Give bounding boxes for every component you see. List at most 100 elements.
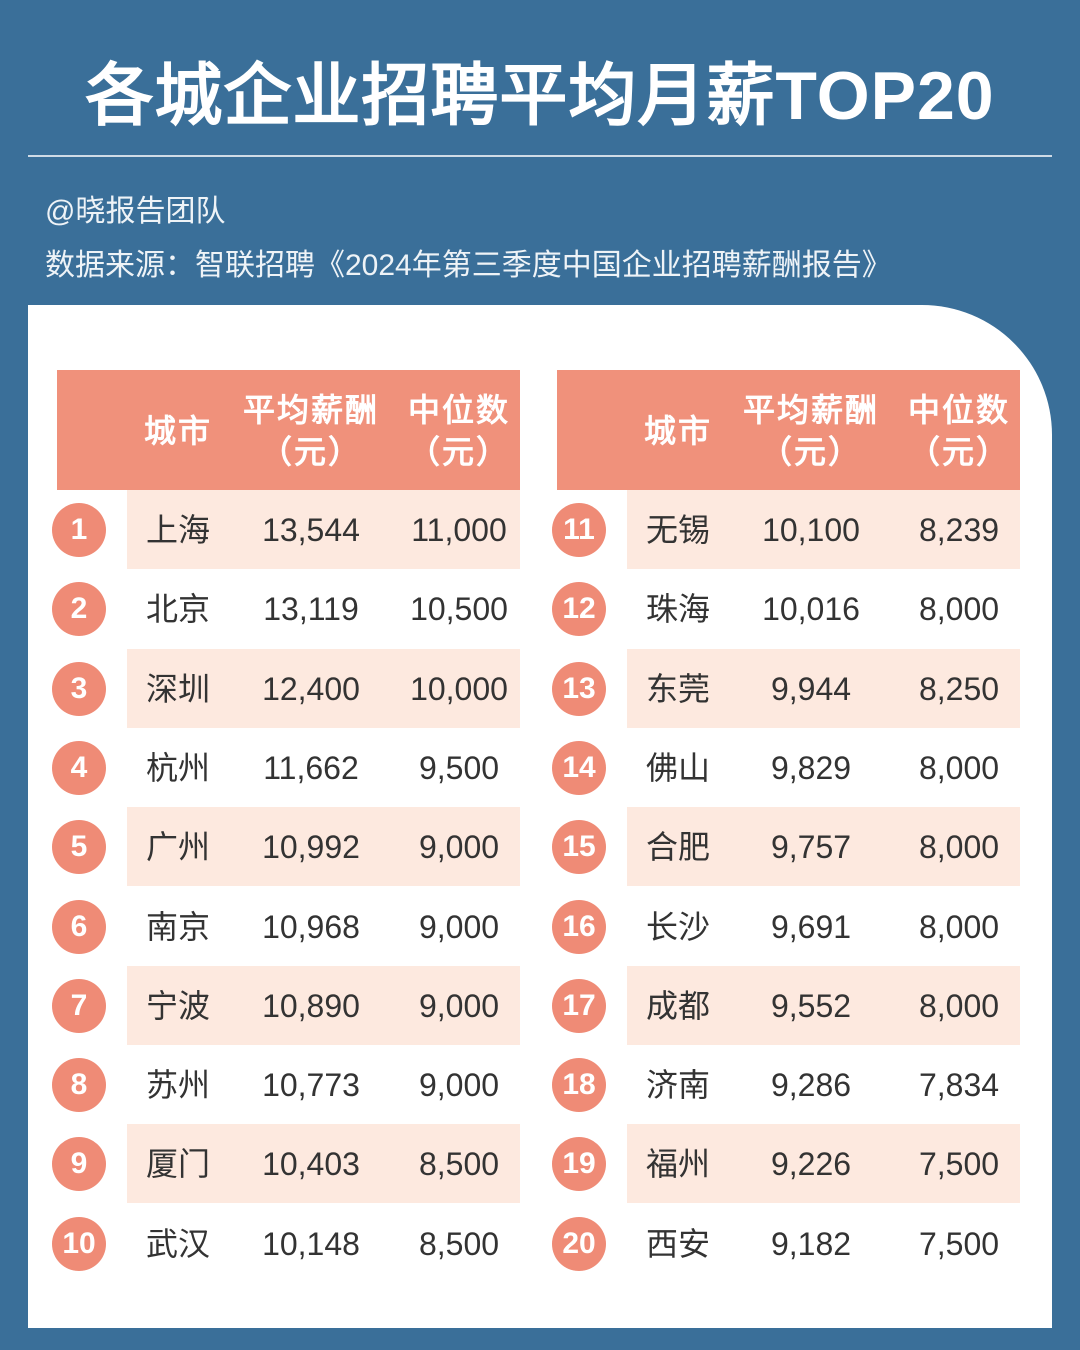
- median-salary: 9,000: [418, 829, 500, 866]
- rank-badge: 6: [52, 899, 106, 954]
- median-salary: 11,000: [411, 512, 507, 548]
- row-stripe: [127, 1124, 520, 1204]
- rank-badge: 12: [552, 582, 606, 637]
- rank-badge: 9: [52, 1137, 106, 1192]
- median-salary: 8,250: [918, 670, 1000, 707]
- average-salary: 9,182: [770, 1225, 852, 1262]
- table-header: [57, 370, 520, 490]
- city: 长沙: [645, 908, 710, 945]
- average-salary: 9,829: [770, 749, 852, 786]
- city: 北京: [145, 591, 210, 628]
- city: 佛山: [645, 749, 710, 786]
- city: 广州: [145, 829, 210, 866]
- rank-badge: 15: [552, 820, 606, 875]
- column-header: 城市: [643, 413, 712, 449]
- average-salary: 10,968: [262, 908, 360, 945]
- row-stripe: [627, 965, 1020, 1045]
- column-unit: （元）: [907, 434, 1010, 470]
- median-salary: 8,239: [918, 512, 1000, 548]
- city: 济南: [645, 1067, 710, 1104]
- median-salary: 9,500: [418, 749, 500, 786]
- median-salary: 8,000: [918, 908, 1000, 945]
- divider: [28, 155, 1052, 157]
- average-salary: 9,691: [770, 908, 852, 945]
- column-unit: （元）: [259, 434, 362, 470]
- title: 各城企业招聘平均月薪TOP20: [85, 58, 995, 134]
- average-salary: 10,773: [262, 1067, 360, 1104]
- row-stripe: [627, 490, 1020, 569]
- average-salary: 10,016: [762, 591, 860, 628]
- rank-badge: 16: [552, 899, 606, 954]
- median-salary: 7,500: [918, 1225, 1000, 1262]
- rank-badge: 10: [52, 1216, 106, 1271]
- rank-badge: 18: [552, 1058, 606, 1113]
- city: 苏州: [145, 1067, 210, 1104]
- city: 杭州: [145, 749, 210, 786]
- rank-badge: 2: [52, 582, 106, 637]
- median-salary: 9,000: [418, 987, 500, 1024]
- average-salary: 9,286: [770, 1067, 852, 1104]
- median-salary: 8,500: [418, 1146, 500, 1183]
- row-stripe: [127, 965, 520, 1045]
- row-stripe: [627, 648, 1020, 728]
- city: 合肥: [645, 829, 710, 866]
- median-salary: 7,834: [918, 1067, 1000, 1104]
- average-salary: 13,119: [263, 591, 359, 628]
- row-stripe: [127, 648, 520, 728]
- rank-badge: 19: [552, 1137, 606, 1192]
- city: 无锡: [645, 512, 710, 548]
- average-salary: 9,226: [770, 1146, 852, 1183]
- row-stripe: [627, 807, 1020, 887]
- median-salary: 8,000: [918, 591, 1000, 628]
- city: 西安: [645, 1225, 710, 1262]
- rank-badge: 11: [552, 503, 606, 557]
- city: 福州: [645, 1146, 710, 1183]
- rank-badge: 7: [52, 978, 106, 1033]
- city: 南京: [145, 908, 210, 945]
- median-salary: 10,000: [410, 670, 508, 707]
- row-stripe: [127, 807, 520, 887]
- average-salary: 10,890: [262, 987, 360, 1024]
- median-salary: 8,000: [918, 749, 1000, 786]
- average-salary: 9,757: [770, 829, 852, 866]
- rank-badge: 17: [552, 978, 606, 1033]
- city: 武汉: [145, 1225, 210, 1262]
- city: 宁波: [145, 987, 210, 1024]
- rank-badge: 1: [52, 503, 106, 557]
- median-salary: 9,000: [418, 908, 500, 945]
- source: 数据来源：智联招聘《2024年第三季度中国企业招聘薪酬报告》: [45, 249, 892, 282]
- column-header: 中位数: [907, 392, 1010, 428]
- average-salary: 10,100: [762, 512, 860, 548]
- city: 上海: [145, 512, 210, 548]
- column-unit: （元）: [407, 434, 510, 470]
- average-salary: 10,148: [262, 1225, 360, 1262]
- median-salary: 10,500: [410, 591, 508, 628]
- rank-badge: 3: [52, 661, 106, 716]
- column-header: 中位数: [407, 392, 510, 428]
- rank-badge: 13: [552, 661, 606, 716]
- city: 珠海: [645, 591, 710, 628]
- median-salary: 9,000: [418, 1067, 500, 1104]
- median-salary: 7,500: [918, 1146, 1000, 1183]
- average-salary: 13,544: [262, 512, 360, 548]
- median-salary: 8,000: [918, 987, 1000, 1024]
- row-stripe: [627, 1124, 1020, 1204]
- column-header: 平均薪酬: [242, 392, 379, 428]
- city: 成都: [645, 987, 710, 1024]
- average-salary: 12,400: [262, 670, 360, 707]
- city: 深圳: [145, 670, 210, 707]
- average-salary: 10,403: [262, 1146, 360, 1183]
- author: @晓报告团队: [45, 195, 226, 228]
- city: 东莞: [645, 670, 710, 707]
- column-header: 城市: [143, 413, 212, 449]
- rank-badge: 20: [552, 1216, 606, 1271]
- table-header: [557, 370, 1020, 490]
- average-salary: 10,992: [262, 829, 360, 866]
- rank-badge: 14: [552, 740, 606, 795]
- average-salary: 11,662: [263, 749, 359, 786]
- column-header: 平均薪酬: [742, 392, 879, 428]
- rank-badge: 5: [52, 820, 106, 875]
- median-salary: 8,500: [418, 1225, 500, 1262]
- rank-badge: 8: [52, 1058, 106, 1113]
